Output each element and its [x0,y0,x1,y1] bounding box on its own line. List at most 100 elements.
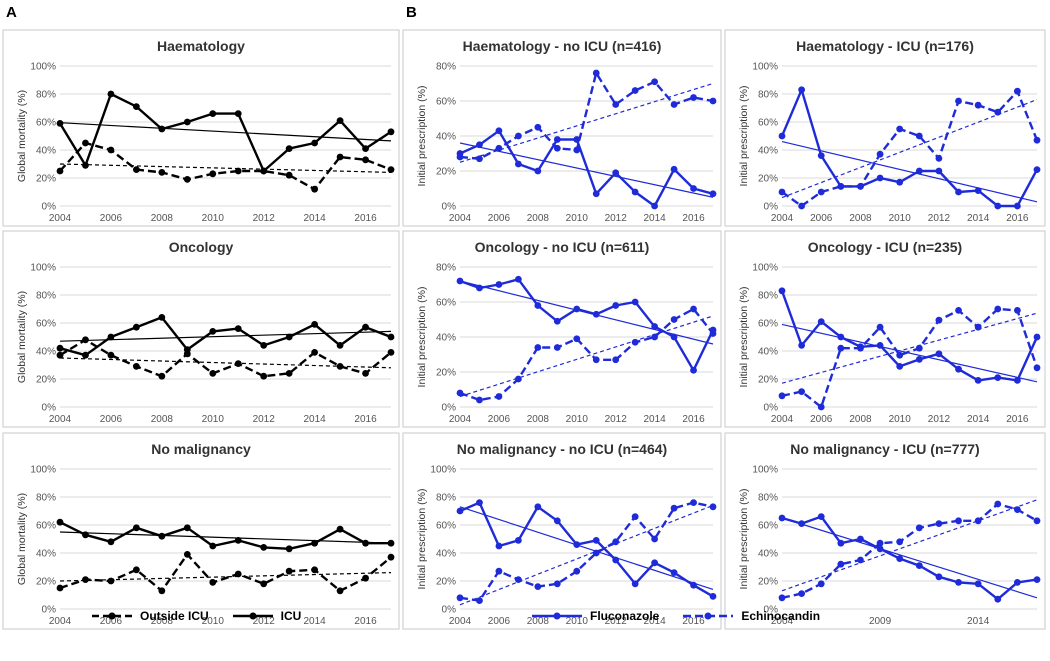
chart-frame [2,230,400,428]
data-point-echinocandin [495,144,503,152]
y-tick-label: 40% [436,333,456,344]
trendline-fluconazole [459,142,714,198]
y-tick-label: 80% [758,90,778,101]
x-tick-label: 2006 [488,414,511,425]
data-point-fluconazole [670,165,678,173]
data-point-echinocandin [553,580,561,588]
data-point-icu [209,110,217,117]
data-point-echinocandin [817,580,825,588]
data-point-icu [209,328,217,335]
y-tick-label: 20% [436,167,456,178]
x-tick-label: 2008 [849,213,872,224]
data-point-echinocandin [476,155,483,163]
data-point-echinocandin [994,108,1002,116]
data-point-outside-icu [183,350,191,358]
x-tick-label: 2012 [928,414,951,425]
chart-title: Haematology - no ICU (n=416) [463,38,662,54]
x-tick-label: 2012 [605,414,628,425]
data-point-echinocandin [955,307,962,314]
data-point-fluconazole [573,305,581,313]
data-point-icu [336,525,344,533]
dashed-line-marker-icon [683,612,734,620]
data-point-icu [362,145,369,153]
chart-panel-8: No malignancy - no ICU (n=464) Initial pr… [402,432,722,630]
y-axis-label: Initial prescription (%) [738,86,750,187]
legend-item-fluconazole: Fluconazole [530,609,659,623]
x-tick-label: 2004 [771,414,794,425]
trendline-fluconazole [781,141,1038,203]
data-point-echinocandin [857,344,864,352]
series-line-outside-icu [59,553,392,592]
series-line-echinocandin [781,502,1038,599]
data-point-fluconazole [994,374,1002,381]
chart-panel-4: Oncology Global mortality (%) 0% 20% 40% 60% 8… [2,230,400,428]
data-point-outside-icu [209,370,217,377]
data-point-echinocandin [778,594,786,602]
x-tick-label: 2016 [354,616,377,627]
series-line-outside-icu [59,141,392,191]
data-point-fluconazole [612,556,620,564]
trendline-icu [59,531,392,544]
data-point-icu [132,323,140,331]
chart-frame [724,432,1046,630]
trendline-fluconazole [781,323,1038,383]
x-tick-label: 2004 [49,616,72,627]
x-tick-label: 2016 [682,213,705,224]
series-line-echinocandin [459,71,714,161]
trendline-icu [59,122,392,142]
data-point-fluconazole [1013,202,1021,210]
data-point-echinocandin [817,188,825,196]
data-point-fluconazole [534,302,542,309]
data-point-fluconazole [456,277,464,285]
chart-frame [724,230,1046,428]
data-point-fluconazole [955,188,962,196]
data-point-fluconazole [817,513,825,520]
y-tick-label: 60% [436,298,456,309]
data-point-echinocandin [1033,136,1041,144]
x-tick-label: 2004 [449,616,472,627]
data-point-fluconazole [817,318,825,325]
trendline-echinocandin [459,504,714,606]
y-tick-label: 60% [36,118,56,129]
trendline-outside-icu [59,163,392,173]
data-point-echinocandin [994,305,1002,313]
x-tick-label: 2010 [202,414,225,425]
data-point-fluconazole [778,287,786,295]
legend-item-echinocandin: Echinocandin [681,609,820,623]
data-point-icu [82,351,89,359]
data-point-icu [234,110,242,117]
y-axis-label: Global mortality (%) [16,90,28,182]
x-tick-label: 2010 [566,414,589,425]
data-point-echinocandin [955,517,962,525]
data-point-outside-icu [82,336,89,344]
data-point-icu [260,342,268,349]
x-tick-label: 2006 [488,213,511,224]
data-point-icu [107,333,115,341]
x-tick-label: 2010 [889,414,912,425]
x-tick-label: 2014 [643,213,666,224]
data-point-echinocandin [876,323,884,331]
x-tick-label: 2016 [354,213,377,224]
data-point-icu [311,321,319,328]
data-point-echinocandin [974,323,982,331]
data-point-fluconazole [915,356,923,363]
data-point-icu [183,118,191,126]
chart-panel-6: Oncology - ICU (n=235) Initial prescripti… [724,230,1046,428]
panel-label-b: B [406,4,417,21]
x-tick-label: 2014 [303,213,326,224]
data-point-icu [158,532,166,540]
data-point-outside-icu [82,576,89,583]
chart-panel-9: No malignancy - ICU (n=777) Initial presc… [724,432,1046,630]
data-point-echinocandin [651,535,659,543]
data-point-fluconazole [896,178,904,186]
data-point-outside-icu [56,584,64,592]
data-point-fluconazole [651,559,659,567]
x-tick-label: 2004 [449,213,472,224]
data-point-outside-icu [362,370,369,377]
data-point-echinocandin [553,144,561,152]
data-point-icu [183,524,191,532]
data-point-echinocandin [592,356,600,364]
data-point-echinocandin [817,403,825,411]
legend-label-icu: ICU [280,609,302,623]
y-tick-label: 100% [752,263,778,274]
